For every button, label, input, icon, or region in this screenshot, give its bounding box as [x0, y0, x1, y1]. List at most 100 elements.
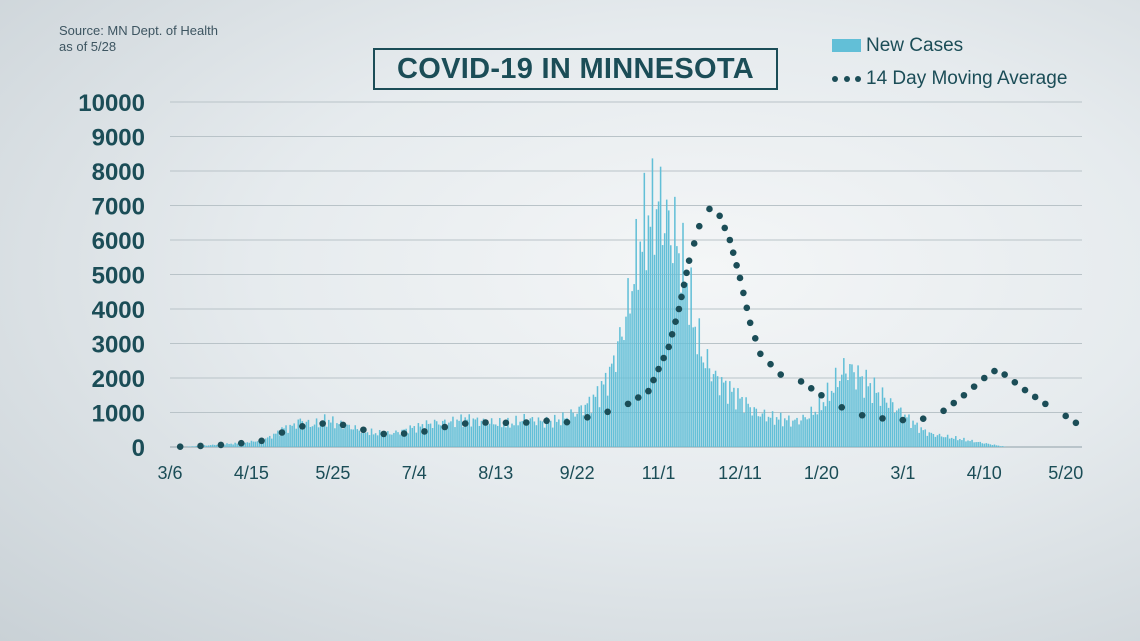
new-cases-bar: [824, 406, 827, 447]
new-cases-bar: [991, 445, 994, 447]
new-cases-bar: [753, 407, 756, 447]
new-cases-bar: [613, 355, 615, 447]
moving-average-point: [797, 378, 805, 385]
new-cases-bar: [248, 442, 251, 447]
moving-average-dot: [970, 383, 978, 390]
new-cases-bar: [867, 386, 870, 447]
new-cases-bar: [462, 426, 464, 447]
moving-average-point: [736, 274, 744, 282]
new-cases-bar: [325, 426, 328, 447]
new-cases-bar: [952, 438, 955, 447]
new-cases-bar: [712, 374, 715, 447]
new-cases-bar: [908, 414, 910, 447]
new-cases-bar: [883, 397, 886, 447]
new-cases-bar: [476, 417, 479, 447]
new-cases-bar: [358, 430, 361, 447]
new-cases-bar: [431, 428, 434, 447]
new-cases-bar: [266, 437, 269, 447]
moving-average-point: [237, 439, 245, 447]
new-cases-bar: [729, 381, 731, 447]
moving-average-dot: [751, 335, 759, 342]
moving-average-dot: [740, 289, 747, 297]
new-cases-bar: [912, 420, 914, 447]
new-cases-bar: [959, 439, 961, 447]
moving-average-dot: [1011, 379, 1019, 386]
new-cases-bar: [533, 421, 536, 447]
new-cases-bar: [380, 435, 383, 447]
moving-average-point: [522, 419, 530, 426]
moving-average-point: [919, 415, 927, 423]
source-line: Source: MN Dept. of Health: [59, 23, 218, 38]
x-tick-label: 12/11: [718, 463, 762, 483]
new-cases-bar: [794, 419, 796, 447]
new-cases-bar: [710, 381, 713, 447]
moving-average-point: [421, 428, 428, 435]
new-cases-bar: [513, 425, 515, 447]
moving-average-point: [645, 387, 652, 395]
new-cases-bar: [466, 419, 468, 447]
new-cases-bar: [279, 435, 281, 447]
new-cases-bar: [997, 445, 1000, 447]
new-cases-bar: [389, 434, 391, 447]
new-cases-bar: [965, 441, 967, 447]
new-cases-bar: [625, 316, 627, 447]
new-cases-bar: [995, 445, 998, 447]
new-cases-bar: [244, 442, 247, 447]
new-cases-bar: [482, 418, 485, 447]
new-cases-bar: [702, 362, 705, 447]
new-cases-bar: [981, 443, 984, 447]
new-cases-bar: [920, 427, 922, 447]
moving-average-dot: [743, 304, 751, 312]
new-cases-bar: [307, 419, 310, 447]
new-cases-bar: [653, 254, 656, 447]
new-cases-bar: [887, 407, 890, 447]
moving-average-point: [1072, 419, 1080, 427]
new-cases-bar: [209, 445, 212, 447]
new-cases-bar: [749, 407, 751, 447]
moving-average-point: [777, 371, 785, 378]
new-cases-bar: [598, 407, 601, 447]
new-cases-bar: [211, 444, 214, 447]
new-cases-bar: [661, 245, 664, 447]
moving-average-point: [563, 418, 571, 426]
new-cases-bar: [763, 409, 766, 447]
moving-average-point: [695, 222, 703, 230]
y-tick-label: 6000: [92, 228, 145, 255]
moving-average-point: [1062, 412, 1070, 420]
new-cases-bar: [505, 427, 507, 447]
moving-average-point: [1021, 386, 1029, 394]
as-of-date: as of 5/28: [59, 39, 117, 54]
new-cases-bar: [289, 424, 291, 447]
new-cases-bar: [859, 376, 861, 447]
new-cases-bar: [283, 428, 285, 447]
new-cases-bar: [301, 421, 304, 447]
new-cases-bar: [676, 246, 678, 447]
new-cases-bar: [549, 420, 552, 447]
new-cases-bar: [928, 432, 931, 447]
x-tick-label: 11/1: [642, 463, 676, 483]
new-cases-bar: [924, 429, 927, 447]
new-cases-bar: [828, 400, 831, 447]
new-cases-bar: [315, 418, 318, 447]
new-cases-bar: [352, 429, 354, 447]
moving-average-point: [858, 411, 866, 419]
new-cases-bar: [295, 428, 297, 447]
new-cases-bar: [470, 426, 473, 447]
new-cases-bar: [716, 376, 719, 447]
moving-average-point: [665, 343, 673, 351]
moving-average-dot: [690, 240, 698, 247]
new-cases-bar: [645, 270, 648, 447]
new-cases-bar: [354, 425, 357, 447]
new-cases-bar: [722, 382, 725, 447]
new-cases-bar: [330, 422, 332, 447]
new-cases-bar: [861, 376, 863, 447]
new-cases-bar: [975, 442, 977, 447]
new-cases-bar: [285, 425, 287, 447]
new-cases-bar: [360, 432, 363, 447]
new-cases-bar: [499, 418, 501, 447]
new-cases-bar: [535, 425, 538, 447]
new-cases-bar: [788, 415, 790, 447]
new-cases-bar: [621, 336, 623, 447]
y-tick-label: 1000: [92, 401, 145, 428]
new-cases-bar: [873, 377, 876, 447]
